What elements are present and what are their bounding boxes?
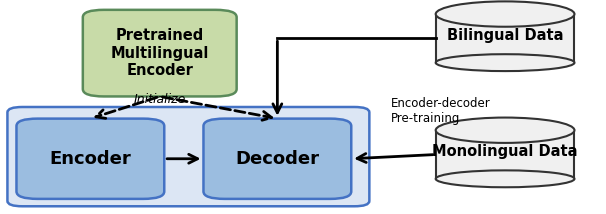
Text: Bilingual Data: Bilingual Data: [447, 28, 564, 43]
FancyBboxPatch shape: [83, 10, 237, 97]
Ellipse shape: [436, 1, 574, 27]
FancyBboxPatch shape: [204, 119, 351, 199]
Text: Decoder: Decoder: [235, 150, 319, 168]
Text: Encoder-decoder
Pre-training: Encoder-decoder Pre-training: [390, 97, 490, 125]
Text: Pretrained
Multilingual
Encoder: Pretrained Multilingual Encoder: [110, 28, 209, 78]
Ellipse shape: [436, 170, 574, 187]
Ellipse shape: [436, 54, 574, 71]
FancyBboxPatch shape: [7, 107, 369, 206]
FancyBboxPatch shape: [16, 119, 164, 199]
Text: Monolingual Data: Monolingual Data: [432, 144, 578, 159]
FancyBboxPatch shape: [436, 14, 574, 63]
FancyBboxPatch shape: [436, 130, 574, 179]
Ellipse shape: [436, 117, 574, 143]
Text: Initialize: Initialize: [134, 93, 186, 106]
Text: Encoder: Encoder: [50, 150, 132, 168]
